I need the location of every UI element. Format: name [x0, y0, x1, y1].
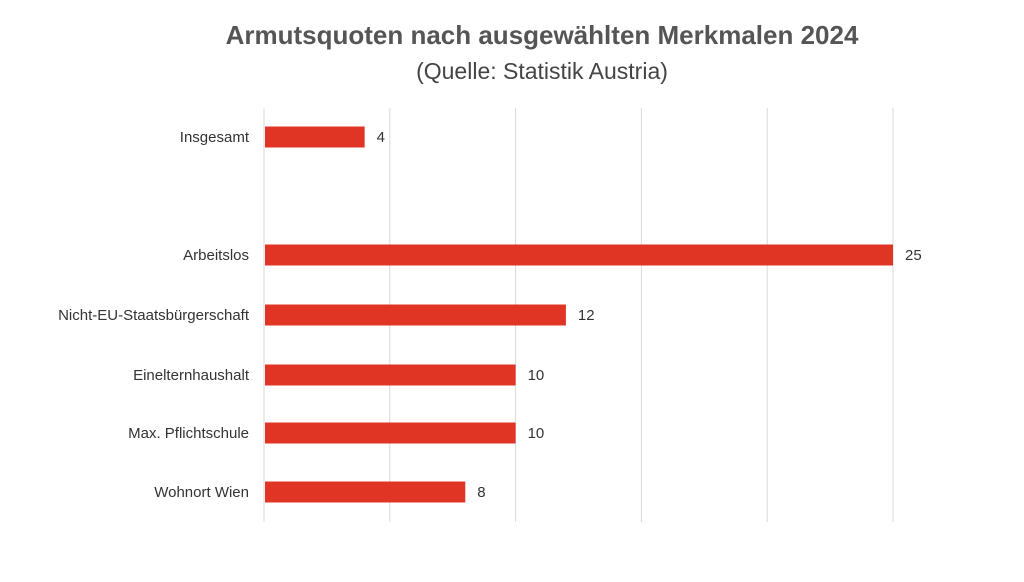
- category-label: Wohnort Wien: [154, 484, 249, 501]
- bar: [265, 422, 516, 444]
- data-label: 10: [528, 425, 545, 442]
- chart-subtitle: (Quelle: Statistik Austria): [416, 58, 668, 84]
- data-label: 4: [377, 129, 385, 146]
- bar: [265, 304, 566, 326]
- bar: [265, 126, 365, 148]
- data-label: 12: [578, 307, 595, 324]
- bar: [265, 364, 516, 386]
- category-label: Arbeitslos: [183, 247, 249, 264]
- category-label: Nicht-EU-Staatsbürgerschaft: [58, 307, 250, 324]
- data-label: 10: [528, 367, 545, 384]
- chart-title: Armutsquoten nach ausgewählten Merkmalen…: [225, 20, 859, 50]
- category-label: Einelternhaushalt: [133, 367, 250, 384]
- category-label: Max. Pflichtschule: [128, 425, 249, 442]
- bar: [265, 481, 466, 503]
- data-label: 8: [477, 484, 485, 501]
- data-label: 25: [905, 247, 922, 264]
- category-label: Insgesamt: [180, 129, 250, 146]
- bar: [265, 244, 893, 266]
